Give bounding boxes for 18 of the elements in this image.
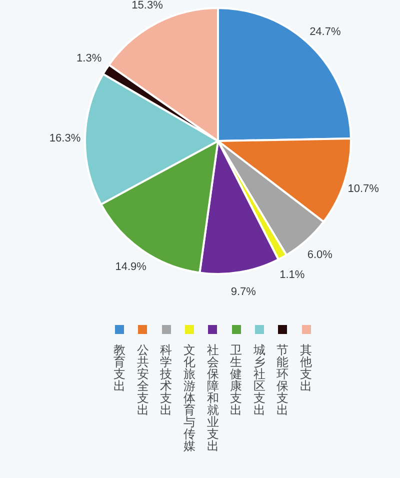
legend-label: 卫生健康支出 xyxy=(230,343,243,417)
legend-label: 教育支出 xyxy=(113,343,126,393)
data-label: 14.9% xyxy=(115,260,147,273)
legend-label: 其他支出 xyxy=(300,343,313,393)
legend-label: 节能环保支出 xyxy=(276,343,290,417)
category-label: 社会保障和就业支出 xyxy=(206,343,219,453)
data-label: 24.7% xyxy=(310,26,341,38)
data-label: 15.3% xyxy=(132,0,164,12)
legend-label: 城乡社区支出 xyxy=(252,343,266,417)
legend-label: 科学技术支出 xyxy=(160,343,173,417)
data-label: 1.3% xyxy=(76,52,102,65)
legend-label: 公共安全支出 xyxy=(136,343,150,417)
category-label: 文化旅游体育与传媒 xyxy=(184,343,196,453)
data-label: 9.7% xyxy=(230,286,256,298)
data-label: 10.7% xyxy=(348,182,380,195)
data-label: 6.0% xyxy=(307,249,333,262)
data-label: 1.1% xyxy=(280,268,305,281)
data-label: 16.3% xyxy=(49,132,81,145)
